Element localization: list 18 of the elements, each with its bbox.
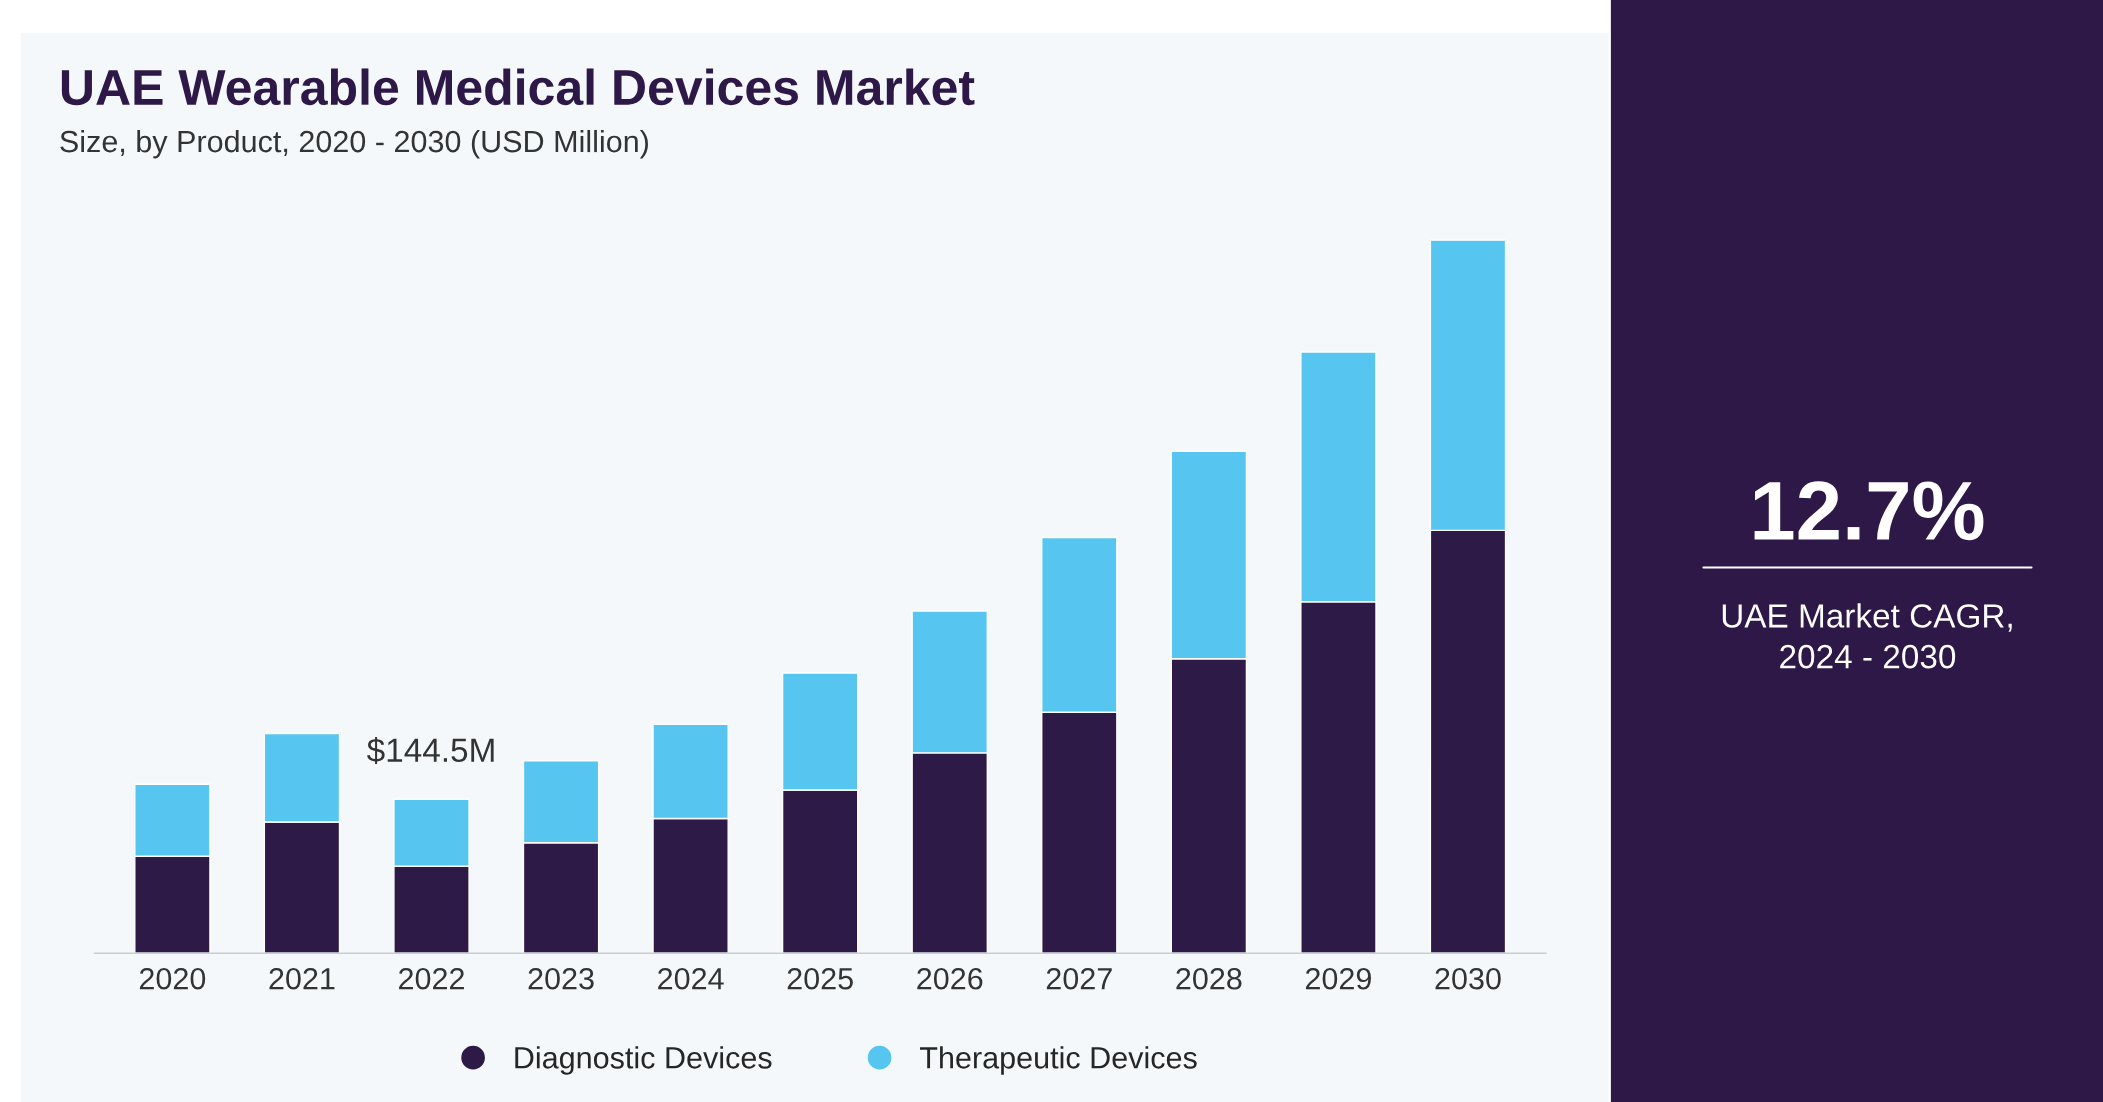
legend-label: Diagnostic Devices [515, 1046, 772, 1075]
x-tick-label: 2022 [399, 967, 464, 990]
legend-label: Therapeutic Devices [919, 1046, 1197, 1075]
chart-subtitle: Size, by Product, 2020 - 2030 (USD Million) [60, 129, 648, 159]
text: 12.7% [1754, 481, 1984, 541]
x-tick-label: 2023 [528, 967, 594, 990]
text: UAE Market CAGR, 2024 - 2030 [1722, 603, 2012, 669]
chart-title: UAE Wearable Medical Devices Market [61, 68, 975, 106]
x-tick-label: 2027 [1046, 967, 1112, 990]
x-tick-label: 2021 [269, 967, 335, 990]
x-tick-label: 2020 [139, 967, 206, 990]
x-tick-label: 2025 [787, 967, 853, 990]
x-tick-label: 2026 [917, 967, 983, 990]
x-tick-label: 2024 [658, 967, 724, 990]
x-tick-label: 2030 [1435, 967, 1501, 990]
x-tick-label: 2028 [1176, 967, 1242, 990]
annotation: $144.5M [367, 737, 494, 765]
x-tick-label: 2029 [1305, 967, 1371, 990]
